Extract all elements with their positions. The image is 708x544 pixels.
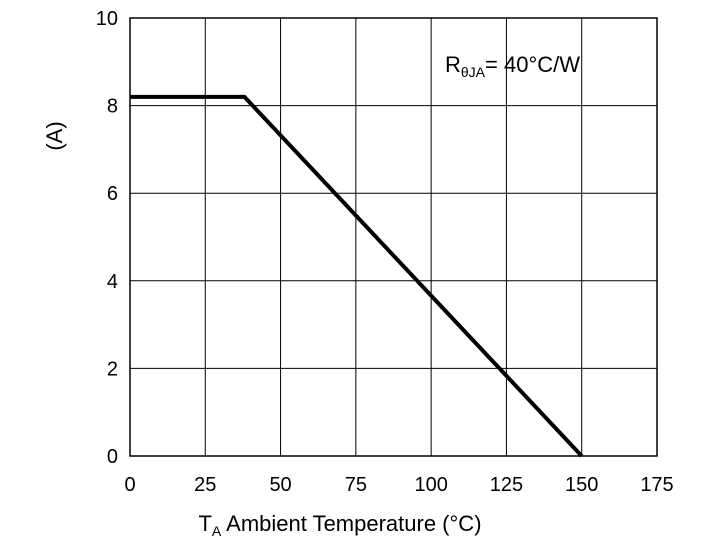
- x-tick-label: 150: [565, 474, 598, 496]
- y-tick-label: 10: [96, 8, 118, 30]
- x-tick-label: 75: [345, 474, 367, 496]
- y-tick-label: 2: [107, 358, 118, 380]
- y-tick-label: 8: [107, 96, 118, 118]
- tick-labels: 0 25 50 75 100 125 150 175 0 2 4 6 8 10: [96, 8, 674, 496]
- x-tick-label: 25: [194, 474, 216, 496]
- x-label-rest: Ambient Temperature (°C): [221, 511, 481, 536]
- x-tick-label: 125: [490, 474, 523, 496]
- plot-frame: [129, 17, 658, 457]
- x-axis-label: TA Ambient Temperature (°C): [198, 511, 481, 539]
- x-tick-label: 100: [414, 474, 447, 496]
- grid: [129, 17, 658, 457]
- y-tick-label: 0: [107, 446, 118, 468]
- y-axis-label: (A): [42, 121, 67, 150]
- thermal-resistance-annotation: RθJA= 40°C/W: [445, 52, 580, 80]
- x-label-prefix: T: [198, 511, 211, 536]
- x-tick-label: 0: [124, 474, 135, 496]
- annotation-rest: = 40°C/W: [485, 52, 580, 77]
- annotation-main: R: [445, 52, 461, 77]
- series-line: [130, 94, 584, 458]
- series-lines: [130, 94, 584, 458]
- x-tick-label: 175: [640, 474, 673, 496]
- y-tick-label: 4: [107, 271, 118, 293]
- x-label-sub: A: [212, 523, 222, 539]
- y-tick-label: 6: [107, 183, 118, 205]
- x-tick-label: 50: [269, 474, 291, 496]
- annotation-sub: θJA: [461, 64, 486, 80]
